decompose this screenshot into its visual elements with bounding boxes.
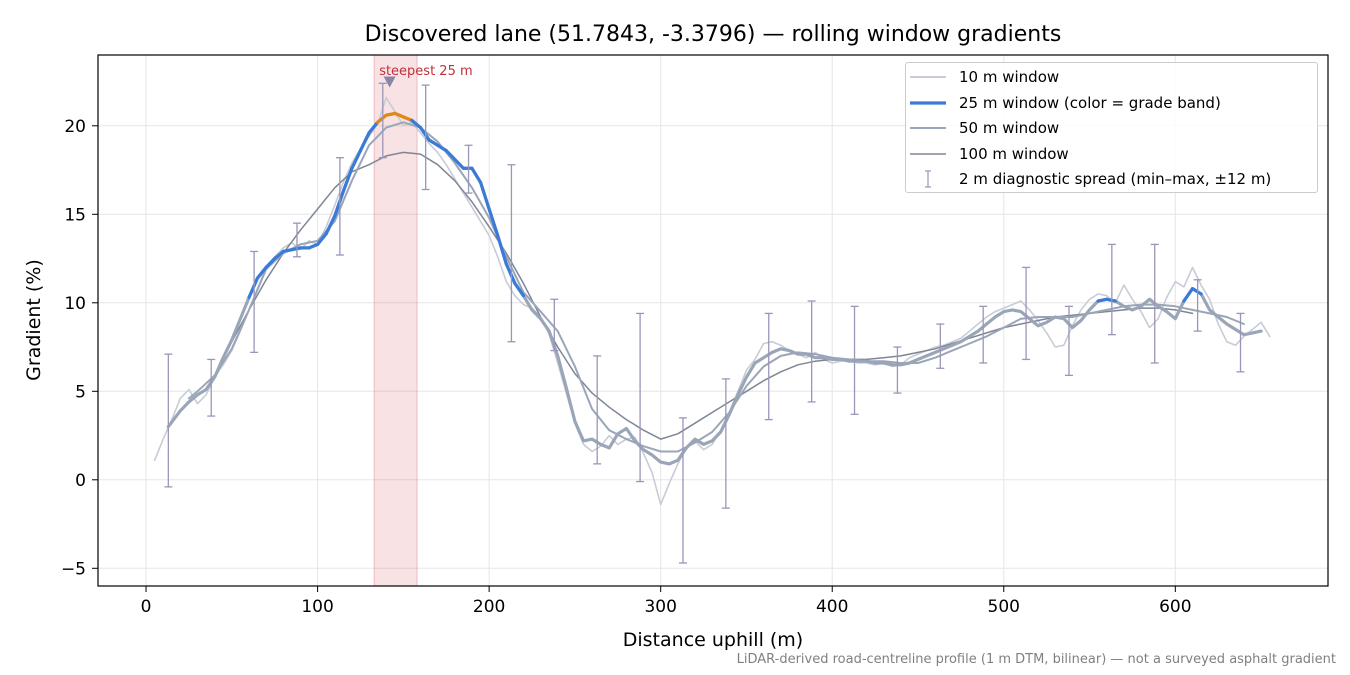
series-25m-band-segment	[444, 148, 457, 162]
x-tick-label: 500	[988, 597, 1020, 617]
series-50m-line	[187, 121, 1245, 453]
series-25m-band-segment	[470, 166, 483, 185]
legend-swatch-spread	[925, 170, 931, 188]
chart-title: Discovered lane (51.7843, -3.3796) — rol…	[365, 22, 1062, 47]
y-axis-label: Gradient (%)	[23, 259, 45, 381]
series-25m-band-segment	[273, 249, 285, 261]
series-25m-band-segment	[247, 276, 260, 300]
legend-swatch-100m	[910, 153, 946, 155]
series-25m-band-segment	[1105, 297, 1117, 303]
series-25m-band-segment	[315, 232, 328, 246]
series-25m-band-segment	[410, 118, 423, 130]
series-25m-band-segment	[324, 214, 337, 236]
y-tick-label: 5	[75, 382, 86, 402]
series-25m-band-segment	[350, 148, 363, 170]
steepest-label: steepest 25 m	[379, 64, 472, 79]
plot-frame	[97, 54, 1329, 587]
footnote: LiDAR-derived road-centreline profile (1…	[736, 652, 1336, 667]
series-25m-band-segment	[418, 125, 431, 142]
x-tick-label: 0	[141, 597, 152, 617]
y-tick-label: 15	[64, 205, 86, 225]
series-25m-band-segment	[453, 157, 465, 170]
series-25m-band-segment	[376, 113, 388, 124]
x-tick-label: 300	[644, 597, 676, 617]
series-25m-band-segment	[358, 131, 371, 153]
y-tick-label: 10	[64, 294, 86, 314]
axis-ticks: 0 100 200 300 400 500 600 −5 0 5 10 15 20	[61, 117, 1192, 617]
steepest-marker: steepest 25 m	[379, 64, 473, 88]
x-tick-label: 100	[301, 597, 333, 617]
x-tick-label: 400	[816, 597, 848, 617]
series-25m-band-segment	[504, 262, 517, 285]
x-tick-label: 200	[473, 597, 505, 617]
legend-label-10m: 10 m window	[959, 68, 1060, 86]
y-tick-label: 20	[64, 117, 86, 137]
grid	[98, 55, 1328, 586]
legend-label-25m: 25 m window (color = grade band)	[959, 94, 1221, 112]
y-tick-label: 0	[75, 471, 86, 491]
diagnostic-spread-errorbars	[164, 82, 1245, 564]
series-25m-band-segment	[333, 189, 345, 218]
legend-swatch-10m	[910, 76, 946, 78]
series-25m-band-segment	[367, 120, 380, 135]
series-25m-band-segment	[427, 138, 440, 147]
series-25m-band-segment	[496, 233, 508, 266]
series-25m-band-segment	[1182, 287, 1195, 303]
legend-label-100m: 100 m window	[959, 145, 1069, 163]
x-tick-label: 600	[1159, 597, 1191, 617]
series-25m-band-segment	[1190, 287, 1203, 296]
series-25m-band-segment	[255, 265, 268, 280]
series-25m-band-segment	[487, 207, 500, 238]
legend-label-50m: 50 m window	[959, 119, 1060, 137]
series-25m-band-segment	[513, 281, 526, 298]
series-25m-band-segment	[264, 256, 277, 269]
legend-swatch-50m	[910, 127, 946, 129]
x-axis-label: Distance uphill (m)	[623, 629, 803, 651]
series-25m-band-segment	[436, 143, 448, 153]
y-tick-label: −5	[61, 559, 86, 579]
series-25m-band-segment	[341, 166, 354, 193]
legend-label-spread: 2 m diagnostic spread (min–max, ±12 m)	[959, 170, 1272, 188]
series-25m-band-segment	[478, 180, 491, 211]
legend-swatch-25m	[910, 101, 946, 105]
series-lines	[153, 96, 1271, 506]
legend: 10 m window 25 m window (color = grade b…	[905, 62, 1318, 193]
steepest-marker-triangle	[383, 76, 396, 88]
